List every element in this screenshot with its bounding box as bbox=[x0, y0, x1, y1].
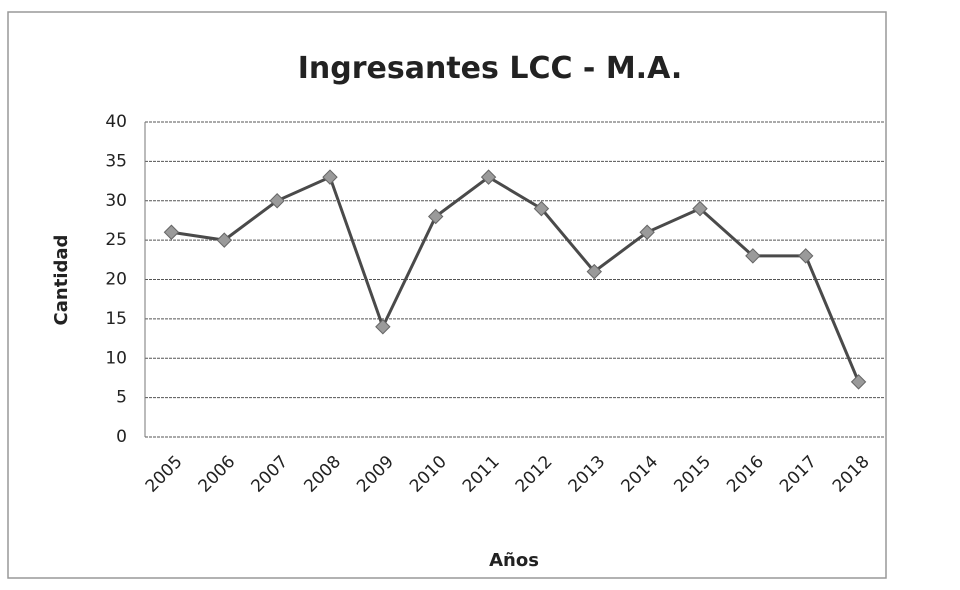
data-point bbox=[745, 248, 761, 264]
data-point bbox=[586, 263, 602, 280]
data-point bbox=[798, 248, 814, 264]
data-point bbox=[216, 232, 232, 248]
y-tick-label: 25 bbox=[105, 230, 127, 250]
y-tick-label: 20 bbox=[105, 270, 127, 290]
y-tick-label: 10 bbox=[105, 348, 127, 368]
chart-frame bbox=[7, 11, 887, 579]
y-tick-label: 15 bbox=[105, 309, 127, 329]
x-axis-label: Años bbox=[489, 550, 539, 571]
data-point bbox=[428, 208, 444, 225]
data-point bbox=[322, 169, 338, 185]
data-point bbox=[480, 169, 497, 185]
data-point bbox=[692, 200, 708, 217]
series-line bbox=[171, 175, 860, 383]
y-axis-label: Cantidad bbox=[51, 235, 72, 326]
y-tick-label: 35 bbox=[105, 151, 127, 171]
y-tick-label: 0 bbox=[116, 427, 127, 447]
y-tick-label: 5 bbox=[116, 388, 127, 408]
data-point bbox=[163, 224, 180, 240]
y-tick-label: 40 bbox=[105, 112, 127, 132]
data-point bbox=[269, 193, 285, 209]
chart-title: Ingresantes LCC - M.A. bbox=[298, 51, 683, 86]
data-point bbox=[533, 200, 550, 217]
data-point bbox=[639, 224, 655, 240]
data-point bbox=[850, 374, 867, 390]
y-tick-label: 30 bbox=[105, 191, 127, 211]
data-point bbox=[375, 319, 391, 335]
